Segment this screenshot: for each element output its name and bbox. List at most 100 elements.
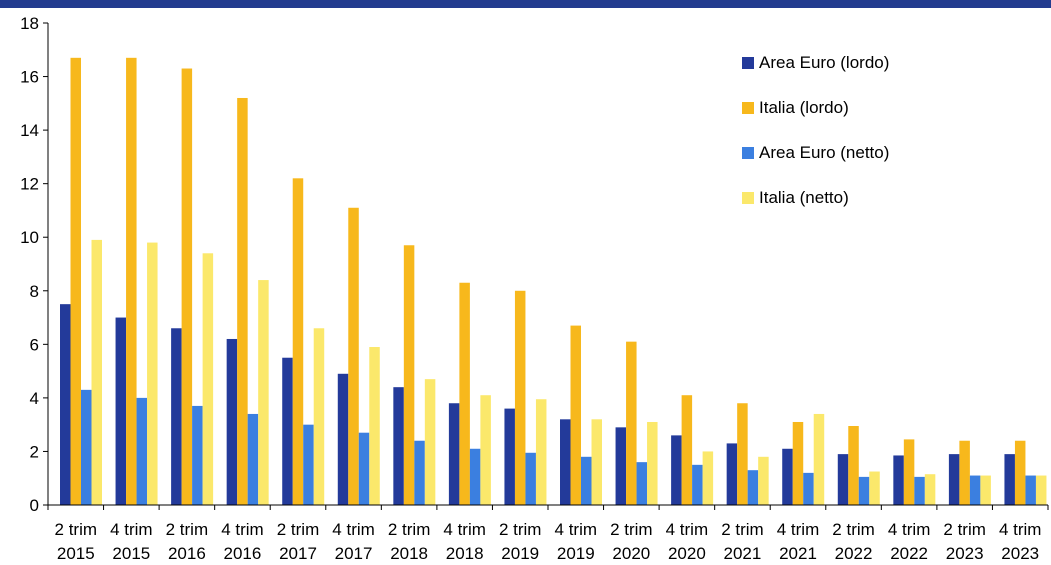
bar (181, 68, 193, 506)
y-tick-label: 12 (20, 175, 39, 194)
bar (959, 440, 970, 505)
legend-label: Italia (lordo) (759, 98, 849, 117)
x-tick-label: 2 trim (166, 520, 209, 539)
bar (313, 328, 325, 505)
x-tick-label: 4 trim (221, 520, 264, 539)
x-tick-label: 2021 (779, 544, 817, 563)
bar (726, 443, 738, 505)
x-tick-label: 2021 (724, 544, 762, 563)
series-italia-netto (91, 239, 1047, 506)
x-tick-label: 2 trim (55, 520, 98, 539)
bar-series (60, 57, 1047, 506)
bar (358, 432, 370, 505)
x-tick-label: 2016 (224, 544, 262, 563)
bar (60, 304, 71, 505)
bar (782, 448, 793, 505)
x-tick-label: 4 trim (332, 520, 375, 539)
x-tick-label: 2017 (279, 544, 317, 563)
x-tick-label: 2020 (668, 544, 706, 563)
x-tick-label: 2 trim (943, 520, 986, 539)
bar (258, 280, 269, 505)
bar (702, 451, 714, 505)
x-tick-label: 2023 (1001, 544, 1039, 563)
bar (1014, 440, 1026, 505)
series-area-euro-lordo (60, 304, 1015, 505)
y-axis-ticks: 0 2 4 6 8 10 12 14 16 18 (20, 14, 48, 515)
x-tick-label: 2 trim (388, 520, 431, 539)
bar (126, 57, 137, 506)
bar (480, 395, 491, 505)
legend-label: Area Euro (lordo) (759, 53, 889, 72)
bar (171, 328, 182, 505)
legend: Area Euro (lordo) Italia (lordo) Area Euro… (742, 53, 889, 207)
bar (813, 413, 825, 505)
x-axis-ticks: 2 trim 2015 4 trim 2015 2 trim 2016 4 trim 2016… (47, 505, 1049, 563)
bar (636, 462, 648, 505)
bar (393, 387, 404, 505)
bar (1004, 454, 1015, 505)
y-tick-label: 4 (30, 389, 39, 408)
x-tick-label: 2018 (390, 544, 428, 563)
bar (414, 440, 425, 505)
bar (202, 253, 214, 505)
bar (969, 475, 981, 505)
bar (147, 242, 158, 506)
series-area-euro-netto (81, 389, 1036, 505)
bar (903, 439, 915, 505)
y-tick-label: 18 (20, 14, 39, 33)
legend-label: Area Euro (netto) (759, 143, 889, 162)
bar (403, 245, 415, 505)
bar (115, 317, 127, 505)
x-tick-label: 4 trim (555, 520, 598, 539)
bar (237, 97, 248, 505)
x-tick-label: 2019 (501, 544, 539, 563)
bar (469, 448, 481, 505)
bar (647, 421, 658, 505)
x-tick-label: 2022 (835, 544, 873, 563)
bar (535, 399, 547, 505)
legend-swatch (742, 147, 754, 159)
bar (1025, 475, 1036, 505)
x-tick-label: 2018 (446, 544, 484, 563)
bar (303, 424, 314, 505)
y-tick-label: 0 (30, 496, 39, 515)
x-tick-label: 2022 (890, 544, 928, 563)
bar (681, 395, 693, 505)
x-tick-label: 2019 (557, 544, 595, 563)
bar (369, 347, 380, 505)
x-tick-label: 4 trim (666, 520, 709, 539)
bar (581, 456, 592, 505)
x-tick-label: 2015 (112, 544, 150, 563)
bar (226, 338, 238, 505)
x-tick-label: 2023 (946, 544, 984, 563)
x-tick-label: 2 trim (832, 520, 875, 539)
bar (560, 419, 571, 505)
bar (448, 403, 460, 505)
bar (504, 408, 515, 505)
legend-label: Italia (netto) (759, 188, 849, 207)
bar (525, 452, 536, 505)
bar (570, 325, 581, 505)
bar (626, 341, 637, 505)
x-tick-label: 2016 (168, 544, 206, 563)
bar (192, 405, 203, 505)
x-tick-label: 2017 (335, 544, 373, 563)
bar (514, 290, 526, 505)
x-tick-label: 4 trim (888, 520, 931, 539)
bar (282, 357, 293, 505)
bar (591, 419, 602, 505)
bar (914, 476, 925, 505)
bar (692, 464, 703, 505)
bar (747, 470, 759, 505)
bar (424, 379, 436, 505)
bar (980, 475, 991, 505)
x-tick-label: 4 trim (110, 520, 153, 539)
bar (924, 474, 936, 505)
legend-swatch (742, 192, 754, 204)
x-tick-label: 2 trim (499, 520, 542, 539)
bar (848, 426, 859, 505)
x-tick-label: 2015 (57, 544, 95, 563)
y-tick-label: 10 (20, 228, 39, 247)
y-tick-label: 8 (30, 282, 39, 301)
